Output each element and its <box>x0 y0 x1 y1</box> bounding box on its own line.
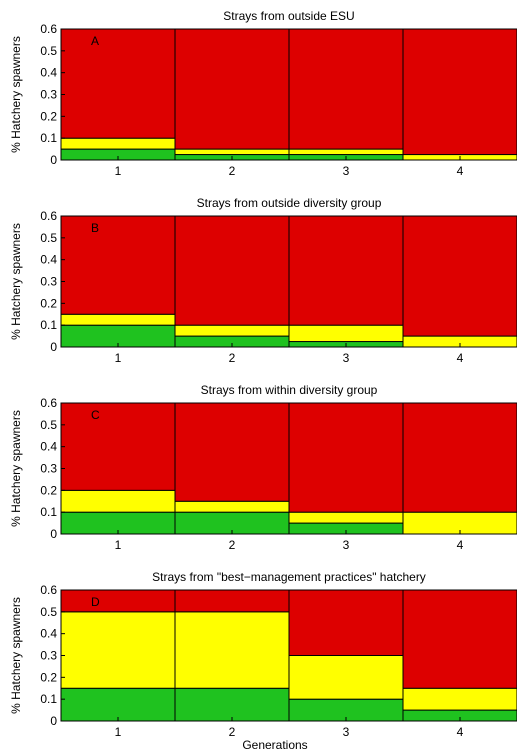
x-tick-label: 1 <box>115 538 122 552</box>
bar-segment-3-1 <box>289 512 403 523</box>
bar-segment-2-1 <box>175 501 289 512</box>
y-tick-label: 0.6 <box>40 209 57 223</box>
x-tick-label: 2 <box>229 725 236 739</box>
y-tick-label: 0.2 <box>40 109 57 123</box>
bar-segment-3-2 <box>289 590 403 656</box>
y-tick-label: 0.3 <box>40 88 57 102</box>
y-tick-label: 0 <box>50 340 57 354</box>
bar-segment-4-2 <box>403 29 517 155</box>
y-tick-label: 0.1 <box>40 318 57 332</box>
bar-segment-3-2 <box>289 216 403 325</box>
y-axis-label: % Hatchery spawners <box>9 597 23 714</box>
bar-segment-2-2 <box>175 29 289 149</box>
y-tick-label: 0 <box>50 714 57 728</box>
y-tick-label: 0.1 <box>40 692 57 706</box>
panel-letter: C <box>91 408 100 422</box>
bar-segment-1-2 <box>61 403 175 490</box>
bar-segment-3-2 <box>289 403 403 512</box>
x-tick-label: 2 <box>229 538 236 552</box>
y-tick-label: 0.4 <box>40 627 57 641</box>
bar-segment-3-2 <box>289 29 403 149</box>
bar-segment-1-1 <box>61 138 175 149</box>
y-axis-label: % Hatchery spawners <box>9 410 23 527</box>
y-tick-label: 0.5 <box>40 44 57 58</box>
panel-c: 0 0.1 0.2 0.3 0.4 0.5 0.6 1 2 3 4 Strays from withi… <box>9 383 517 552</box>
y-tick-label: 0.3 <box>40 649 57 663</box>
y-tick-label: 0.4 <box>40 253 57 267</box>
bar-segment-1-1 <box>61 314 175 325</box>
panel-title: Strays from "best−management practices" … <box>152 570 426 584</box>
x-tick-label: 1 <box>115 725 122 739</box>
panel-title: Strays from within diversity group <box>201 383 378 397</box>
y-tick-label: 0.4 <box>40 66 57 80</box>
panel-title: Strays from outside ESU <box>223 9 354 23</box>
bar-segment-1-1 <box>61 490 175 512</box>
bar-segment-3-1 <box>289 325 403 341</box>
bar-segment-1-2 <box>61 29 175 138</box>
y-tick-label: 0.4 <box>40 440 57 454</box>
panel-letter: A <box>91 34 99 48</box>
bar-segment-1-2 <box>61 216 175 314</box>
panel-d: 0 0.1 0.2 0.3 0.4 0.5 0.6 1 2 3 4 Strays from "best… <box>9 570 517 752</box>
y-tick-label: 0.1 <box>40 131 57 145</box>
y-tick-label: 0.3 <box>40 462 57 476</box>
bar-segment-2-2 <box>175 590 289 612</box>
y-tick-label: 0 <box>50 527 57 541</box>
bar-segment-1-1 <box>61 612 175 688</box>
bar-segment-4-2 <box>403 403 517 512</box>
y-tick-label: 0.5 <box>40 418 57 432</box>
bar-segment-2-2 <box>175 403 289 501</box>
y-tick-label: 0.5 <box>40 605 57 619</box>
x-tick-label: 4 <box>457 538 464 552</box>
y-tick-label: 0.6 <box>40 22 57 36</box>
bar-segment-4-2 <box>403 590 517 688</box>
bar-segment-4-2 <box>403 216 517 336</box>
y-tick-label: 0.2 <box>40 296 57 310</box>
x-tick-label: 3 <box>343 351 350 365</box>
bar-segment-3-1 <box>289 656 403 700</box>
bar-segment-4-1 <box>403 688 517 710</box>
x-tick-label: 4 <box>457 164 464 178</box>
panel-b: 0 0.1 0.2 0.3 0.4 0.5 0.6 1 2 3 4 Strays from outsi… <box>9 196 517 365</box>
bar-segment-1-2 <box>61 590 175 612</box>
y-tick-label: 0.3 <box>40 275 57 289</box>
y-tick-label: 0.2 <box>40 670 57 684</box>
x-tick-label: 2 <box>229 164 236 178</box>
x-tick-label: 3 <box>343 538 350 552</box>
y-axis-label: % Hatchery spawners <box>9 36 23 153</box>
bar-segment-2-1 <box>175 149 289 154</box>
panel-letter: D <box>91 595 100 609</box>
y-tick-label: 0 <box>50 153 57 167</box>
bar-segment-2-2 <box>175 216 289 325</box>
y-tick-label: 0.6 <box>40 396 57 410</box>
x-tick-label: 3 <box>343 164 350 178</box>
y-tick-label: 0.6 <box>40 583 57 597</box>
y-tick-label: 0.2 <box>40 483 57 497</box>
x-axis-label: Generations <box>242 738 307 752</box>
bar-segment-2-0 <box>175 688 289 721</box>
bar-segment-2-1 <box>175 612 289 688</box>
x-tick-label: 3 <box>343 725 350 739</box>
x-tick-label: 2 <box>229 351 236 365</box>
y-axis-label: % Hatchery spawners <box>9 223 23 340</box>
bar-segment-2-1 <box>175 325 289 336</box>
bar-segment-3-1 <box>289 149 403 154</box>
y-tick-label: 0.1 <box>40 505 57 519</box>
panel-letter: B <box>91 221 99 235</box>
panel-title: Strays from outside diversity group <box>197 196 382 210</box>
panel-a: 0 0.1 0.2 0.3 0.4 0.5 0.6 1 2 3 4 Strays from outsi… <box>9 9 517 178</box>
x-tick-label: 4 <box>457 351 464 365</box>
x-tick-label: 4 <box>457 725 464 739</box>
y-tick-label: 0.5 <box>40 231 57 245</box>
x-tick-label: 1 <box>115 351 122 365</box>
x-tick-label: 1 <box>115 164 122 178</box>
bar-segment-1-0 <box>61 688 175 721</box>
